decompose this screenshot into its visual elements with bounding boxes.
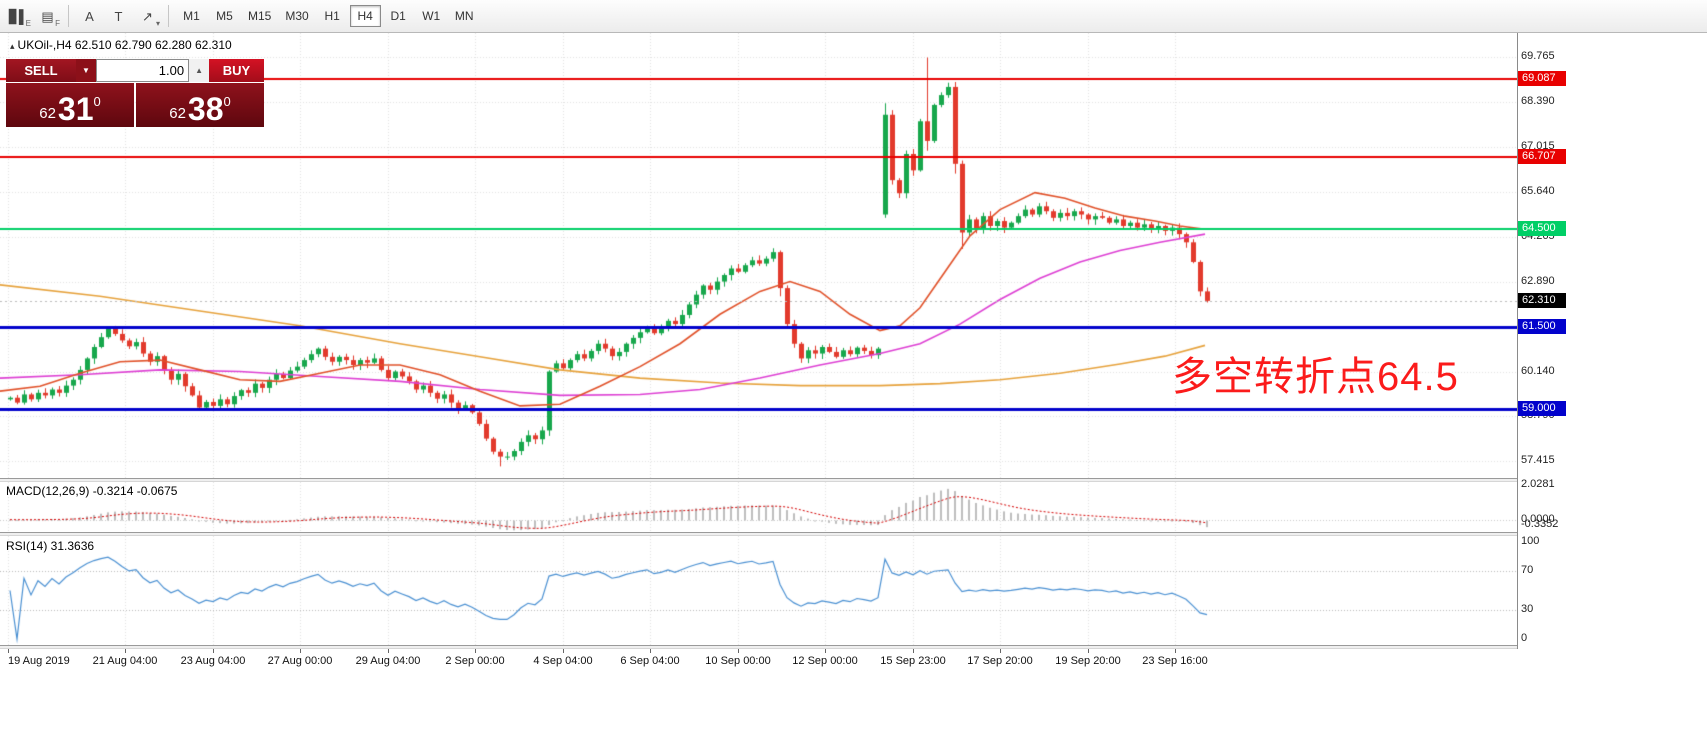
- sell-price-big: 31: [57, 90, 94, 127]
- buy-price-sup: 0: [223, 94, 231, 109]
- candlestick-sub-label: E: [25, 19, 31, 28]
- toolbar-separator: [68, 5, 69, 27]
- candlestick-chart-canvas[interactable]: [0, 33, 1517, 478]
- symbol-header: ▴ UKOil-,H4 62.510 62.790 62.280 62.310: [10, 38, 232, 52]
- time-axis-label: 19 Aug 2019: [8, 655, 70, 667]
- timeframe-button-mn[interactable]: MN: [449, 5, 480, 27]
- grid-glyph: ▤: [41, 8, 54, 24]
- time-axis-label: 21 Aug 04:00: [92, 655, 158, 667]
- panel-splitter[interactable]: [0, 532, 1707, 536]
- time-axis-label: 27 Aug 00:00: [267, 655, 333, 667]
- timeframe-button-m5[interactable]: M5: [209, 5, 240, 27]
- line-studies-icon[interactable]: ↗ ▾: [133, 3, 162, 29]
- time-axis-tick: [563, 649, 564, 653]
- time-axis-tick: [1175, 649, 1176, 653]
- time-axis-label: 23 Sep 16:00: [1142, 655, 1208, 667]
- time-axis-label: 6 Sep 04:00: [620, 655, 680, 667]
- time-axis-label: 12 Sep 00:00: [792, 655, 858, 667]
- sell-price-prefix: 62: [39, 104, 56, 122]
- time-axis-tick: [125, 649, 126, 653]
- one-click-trading-panel: SELL ▼ ▲ BUY 62 31 0 62 38 0: [6, 59, 264, 127]
- volume-input[interactable]: [95, 59, 190, 82]
- grid-lines-icon[interactable]: ▤ F: [33, 3, 62, 29]
- volume-increase-button[interactable]: ▲: [189, 59, 209, 82]
- time-axis-tick: [1000, 649, 1001, 653]
- time-axis-tick: [475, 649, 476, 653]
- timeframe-button-w1[interactable]: W1: [416, 5, 447, 27]
- trade-panel-top-row: SELL ▼ ▲ BUY: [6, 59, 264, 82]
- sell-price-sup: 0: [93, 94, 101, 109]
- macd-label: MACD(12,26,9) -0.3214 -0.0675: [6, 484, 178, 498]
- time-axis-tick: [8, 649, 9, 653]
- grid-sub-label: F: [55, 19, 60, 28]
- buy-price-big: 38: [187, 90, 224, 127]
- rsi-label: RSI(14) 31.3636: [6, 539, 95, 553]
- buy-button[interactable]: BUY: [209, 59, 264, 82]
- time-axis-label: 19 Sep 20:00: [1055, 655, 1121, 667]
- time-axis-label: 2 Sep 00:00: [445, 655, 505, 667]
- timeframe-button-m30[interactable]: M30: [279, 5, 314, 27]
- timeframe-button-group: M1 M5 M15 M30 H1 H4 D1 W1 MN: [175, 5, 481, 27]
- candlestick-glyph: ▊▌: [8, 8, 29, 24]
- chart-annotation-text: 多空转折点64.5: [1172, 355, 1459, 399]
- time-axis-tick: [738, 649, 739, 653]
- time-axis-tick: [650, 649, 651, 653]
- macd-indicator-canvas[interactable]: [0, 482, 1517, 532]
- panel-splitter[interactable]: [0, 478, 1707, 482]
- text-tool-icon[interactable]: T: [104, 3, 133, 29]
- timeframe-button-m15[interactable]: M15: [242, 5, 277, 27]
- collapse-triangle-icon: ▴: [10, 41, 15, 51]
- sell-price-tile[interactable]: 62 31 0: [6, 83, 134, 127]
- time-axis-label: 23 Aug 04:00: [180, 655, 246, 667]
- timeframe-button-h1[interactable]: H1: [317, 5, 348, 27]
- time-axis-tick: [825, 649, 826, 653]
- timeframe-button-d1[interactable]: D1: [383, 5, 414, 27]
- candlestick-chart-icon[interactable]: ▊▌ E: [4, 3, 33, 29]
- symbol-ohlc-text: UKOil-,H4 62.510 62.790 62.280 62.310: [17, 38, 232, 52]
- time-axis-label: 17 Sep 20:00: [967, 655, 1033, 667]
- trade-panel-price-row: 62 31 0 62 38 0: [6, 83, 264, 127]
- timeframe-button-m1[interactable]: M1: [176, 5, 207, 27]
- rsi-indicator-canvas[interactable]: [0, 536, 1517, 645]
- buy-price-tile[interactable]: 62 38 0: [136, 83, 264, 127]
- time-axis-tick: [213, 649, 214, 653]
- time-axis-label: 29 Aug 04:00: [355, 655, 421, 667]
- time-axis-tick: [388, 649, 389, 653]
- font-label-icon[interactable]: A: [75, 3, 104, 29]
- font-a-glyph: A: [85, 8, 94, 24]
- panel-splitter[interactable]: [0, 645, 1707, 649]
- arrow-glyph: ↗: [142, 8, 153, 24]
- time-axis-label: 10 Sep 00:00: [705, 655, 771, 667]
- time-axis-label: 15 Sep 23:00: [880, 655, 946, 667]
- timeframe-button-h4[interactable]: H4: [349, 5, 381, 27]
- time-axis-tick: [1088, 649, 1089, 653]
- text-t-glyph: T: [114, 8, 123, 24]
- time-axis-tick: [300, 649, 301, 653]
- toolbar-separator: [168, 5, 169, 27]
- buy-price-prefix: 62: [169, 104, 186, 122]
- toolbar: ▊▌ E ▤ F A T ↗ ▾ M1 M5 M15 M30 H1 H4 D1 W1 MN: [0, 0, 1707, 33]
- caret-down-icon: ▾: [155, 19, 160, 28]
- time-axis[interactable]: 19 Aug 2019 21 Aug 04:00 23 Aug 04:00 27 Au…: [0, 649, 1707, 670]
- price-axis-column[interactable]: [1517, 33, 1707, 670]
- time-axis-tick: [913, 649, 914, 653]
- volume-decrease-button[interactable]: ▼: [76, 59, 96, 82]
- sell-button[interactable]: SELL: [6, 59, 76, 82]
- time-axis-label: 4 Sep 04:00: [533, 655, 593, 667]
